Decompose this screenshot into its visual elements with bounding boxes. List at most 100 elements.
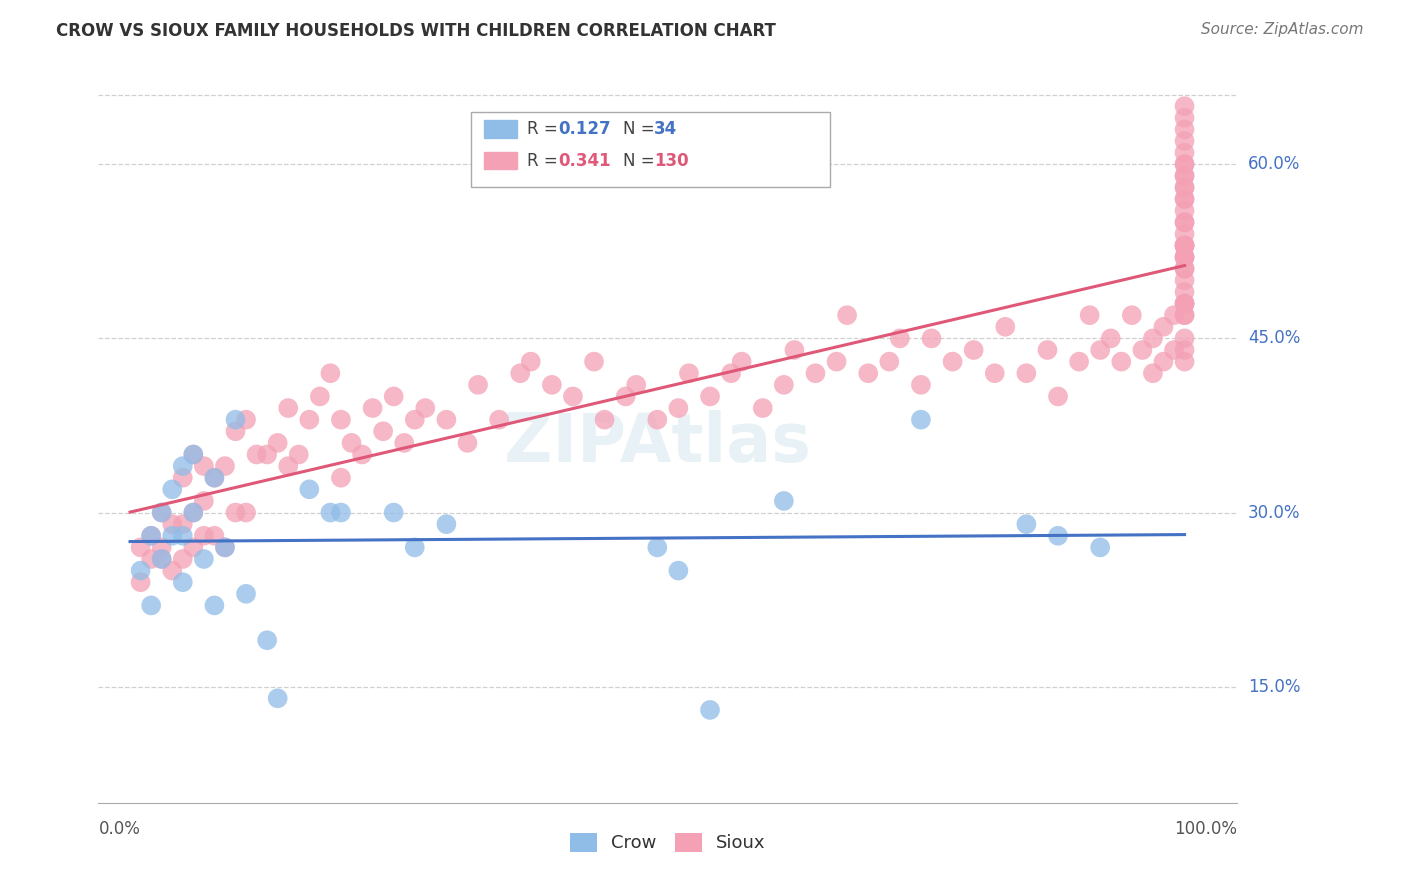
Point: [162, 564, 183, 578]
Point: [1174, 215, 1197, 229]
Point: [235, 506, 257, 520]
Point: [172, 575, 194, 590]
Point: [773, 377, 796, 392]
Point: [183, 506, 205, 520]
Point: [752, 401, 775, 415]
Point: [1099, 331, 1122, 345]
Point: [1174, 238, 1197, 252]
Text: 0.0%: 0.0%: [98, 821, 141, 838]
Point: [1174, 203, 1197, 218]
Point: [1174, 134, 1197, 148]
Point: [1142, 366, 1164, 380]
Point: [983, 366, 1005, 380]
Point: [666, 401, 689, 415]
Point: [1015, 517, 1038, 532]
Point: [1088, 541, 1111, 555]
Point: [942, 354, 965, 368]
Point: [150, 552, 173, 566]
Point: [1174, 331, 1197, 345]
Point: [1163, 343, 1185, 357]
Point: [731, 354, 754, 368]
Point: [141, 599, 163, 613]
Point: [193, 529, 215, 543]
Point: [382, 389, 405, 403]
Point: [561, 389, 585, 403]
Point: [150, 541, 173, 555]
Point: [1174, 145, 1197, 160]
Point: [193, 494, 215, 508]
Point: [699, 703, 721, 717]
Point: [889, 331, 911, 345]
Point: [1163, 308, 1185, 322]
Legend: Crow, Sioux: Crow, Sioux: [562, 826, 773, 860]
Point: [1174, 261, 1197, 276]
Point: [183, 506, 205, 520]
Point: [413, 401, 436, 415]
Point: [340, 436, 363, 450]
Text: Source: ZipAtlas.com: Source: ZipAtlas.com: [1201, 22, 1364, 37]
Point: [962, 343, 984, 357]
Point: [1174, 99, 1197, 113]
Point: [920, 331, 942, 345]
Point: [246, 448, 269, 462]
Text: N =: N =: [623, 120, 659, 138]
Text: 15.0%: 15.0%: [1249, 678, 1301, 696]
Point: [183, 448, 205, 462]
Point: [150, 506, 173, 520]
Point: [309, 389, 332, 403]
Text: 0.341: 0.341: [558, 152, 610, 169]
Point: [1153, 354, 1175, 368]
Point: [910, 412, 932, 426]
Point: [1121, 308, 1143, 322]
Point: [183, 541, 205, 555]
Point: [910, 377, 932, 392]
Point: [509, 366, 531, 380]
Point: [330, 471, 353, 485]
Point: [235, 412, 257, 426]
Point: [583, 354, 606, 368]
Point: [1174, 308, 1197, 322]
Point: [1174, 122, 1197, 136]
Point: [1153, 319, 1175, 334]
Point: [520, 354, 543, 368]
Point: [436, 412, 458, 426]
Point: [162, 529, 183, 543]
Point: [235, 587, 257, 601]
Point: [773, 494, 796, 508]
Point: [172, 552, 194, 566]
Point: [204, 599, 226, 613]
Point: [1174, 261, 1197, 276]
Point: [1174, 343, 1197, 357]
Point: [1174, 296, 1197, 310]
Point: [666, 564, 689, 578]
Point: [1174, 111, 1197, 125]
Point: [371, 424, 394, 438]
Point: [172, 517, 194, 532]
Point: [404, 412, 426, 426]
Point: [488, 412, 510, 426]
Point: [204, 471, 226, 485]
Point: [877, 354, 901, 368]
Point: [225, 424, 247, 438]
Point: [256, 448, 278, 462]
Point: [456, 436, 478, 450]
Point: [783, 343, 806, 357]
Point: [183, 448, 205, 462]
Text: CROW VS SIOUX FAMILY HOUSEHOLDS WITH CHILDREN CORRELATION CHART: CROW VS SIOUX FAMILY HOUSEHOLDS WITH CHI…: [56, 22, 776, 40]
Point: [1174, 308, 1197, 322]
Point: [1174, 238, 1197, 252]
Point: [1174, 180, 1197, 194]
Point: [129, 564, 152, 578]
Text: 34: 34: [654, 120, 678, 138]
Point: [1174, 273, 1197, 287]
Text: 60.0%: 60.0%: [1249, 155, 1301, 173]
Point: [172, 459, 194, 474]
Point: [1174, 250, 1197, 264]
Point: [1174, 285, 1197, 299]
Point: [141, 529, 163, 543]
Point: [1111, 354, 1133, 368]
Point: [394, 436, 416, 450]
Point: [361, 401, 384, 415]
Point: [1142, 331, 1164, 345]
Point: [1174, 238, 1197, 252]
